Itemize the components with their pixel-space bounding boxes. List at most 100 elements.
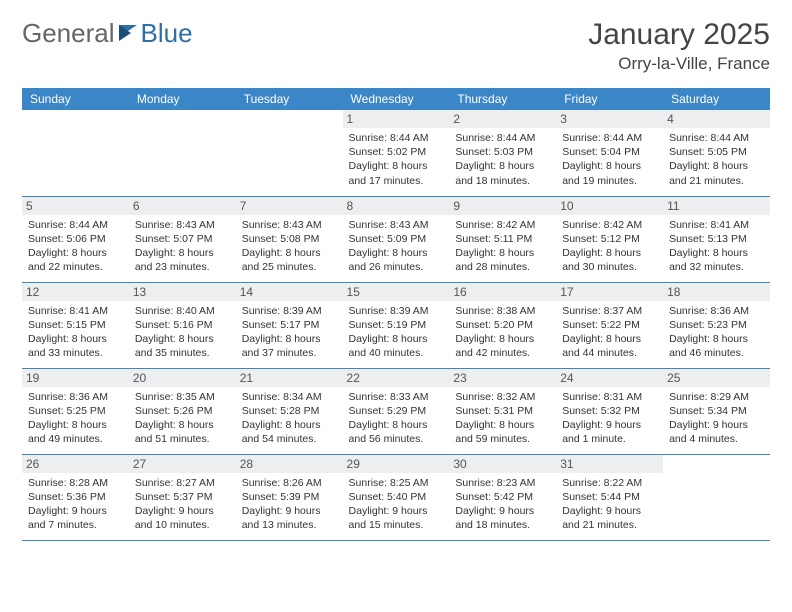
- daylight-text: Daylight: 8 hours and 17 minutes.: [349, 159, 444, 187]
- day-info: Sunrise: 8:23 AMSunset: 5:42 PMDaylight:…: [455, 476, 550, 533]
- weekday-header: Tuesday: [236, 88, 343, 110]
- day-info: Sunrise: 8:43 AMSunset: 5:07 PMDaylight:…: [135, 218, 230, 275]
- calendar-day-cell: 27 Sunrise: 8:27 AMSunset: 5:37 PMDayligh…: [129, 454, 236, 540]
- day-info: Sunrise: 8:42 AMSunset: 5:11 PMDaylight:…: [455, 218, 550, 275]
- sunrise-text: Sunrise: 8:29 AM: [669, 390, 764, 404]
- day-number: 26: [22, 455, 129, 473]
- day-info: Sunrise: 8:43 AMSunset: 5:09 PMDaylight:…: [349, 218, 444, 275]
- sunset-text: Sunset: 5:36 PM: [28, 490, 123, 504]
- weekday-header: Thursday: [449, 88, 556, 110]
- day-info: Sunrise: 8:36 AMSunset: 5:23 PMDaylight:…: [669, 304, 764, 361]
- weekday-header: Sunday: [22, 88, 129, 110]
- sunrise-text: Sunrise: 8:32 AM: [455, 390, 550, 404]
- day-number: 6: [129, 197, 236, 215]
- day-number: 11: [663, 197, 770, 215]
- day-info: Sunrise: 8:44 AMSunset: 5:05 PMDaylight:…: [669, 131, 764, 188]
- weekday-header: Friday: [556, 88, 663, 110]
- day-number: 18: [663, 283, 770, 301]
- sunrise-text: Sunrise: 8:38 AM: [455, 304, 550, 318]
- calendar-day-cell: 19Sunrise: 8:36 AMSunset: 5:25 PMDayligh…: [22, 368, 129, 454]
- calendar-week-row: 12Sunrise: 8:41 AMSunset: 5:15 PMDayligh…: [22, 282, 770, 368]
- day-info: Sunrise: 8:32 AMSunset: 5:31 PMDaylight:…: [455, 390, 550, 447]
- sunrise-text: Sunrise: 8:37 AM: [562, 304, 657, 318]
- calendar-day-cell: 1Sunrise: 8:44 AMSunset: 5:02 PMDaylight…: [343, 110, 450, 196]
- daylight-text: Daylight: 8 hours and 30 minutes.: [562, 246, 657, 274]
- day-number: 12: [22, 283, 129, 301]
- calendar-day-cell: 18 Sunrise: 8:36 AMSunset: 5:23 PMDayligh…: [663, 282, 770, 368]
- day-info: Sunrise: 8:43 AMSunset: 5:08 PMDaylight:…: [242, 218, 337, 275]
- daylight-text: Daylight: 9 hours and 7 minutes.: [28, 504, 123, 532]
- calendar-day-cell: [129, 110, 236, 196]
- sunrise-text: Sunrise: 8:43 AM: [135, 218, 230, 232]
- weekday-header: Monday: [129, 88, 236, 110]
- calendar-day-cell: [663, 454, 770, 540]
- daylight-text: Daylight: 8 hours and 26 minutes.: [349, 246, 444, 274]
- location: Orry-la-Ville, France: [588, 54, 770, 74]
- sunrise-text: Sunrise: 8:33 AM: [349, 390, 444, 404]
- day-number: 16: [449, 283, 556, 301]
- sunrise-text: Sunrise: 8:42 AM: [562, 218, 657, 232]
- day-number: 27: [129, 455, 236, 473]
- sunrise-text: Sunrise: 8:39 AM: [349, 304, 444, 318]
- day-info: Sunrise: 8:29 AMSunset: 5:34 PMDaylight:…: [669, 390, 764, 447]
- day-info: Sunrise: 8:44 AMSunset: 5:04 PMDaylight:…: [562, 131, 657, 188]
- sunset-text: Sunset: 5:12 PM: [562, 232, 657, 246]
- sunset-text: Sunset: 5:29 PM: [349, 404, 444, 418]
- day-number: 3: [556, 110, 663, 128]
- sunset-text: Sunset: 5:09 PM: [349, 232, 444, 246]
- day-info: Sunrise: 8:36 AMSunset: 5:25 PMDaylight:…: [28, 390, 123, 447]
- sunrise-text: Sunrise: 8:44 AM: [455, 131, 550, 145]
- sunset-text: Sunset: 5:44 PM: [562, 490, 657, 504]
- calendar-week-row: 1Sunrise: 8:44 AMSunset: 5:02 PMDaylight…: [22, 110, 770, 196]
- sunset-text: Sunset: 5:28 PM: [242, 404, 337, 418]
- day-info: Sunrise: 8:40 AMSunset: 5:16 PMDaylight:…: [135, 304, 230, 361]
- daylight-text: Daylight: 8 hours and 33 minutes.: [28, 332, 123, 360]
- day-info: Sunrise: 8:35 AMSunset: 5:26 PMDaylight:…: [135, 390, 230, 447]
- sunrise-text: Sunrise: 8:41 AM: [28, 304, 123, 318]
- calendar-day-cell: 30Sunrise: 8:23 AMSunset: 5:42 PMDayligh…: [449, 454, 556, 540]
- calendar-day-cell: 23Sunrise: 8:32 AMSunset: 5:31 PMDayligh…: [449, 368, 556, 454]
- day-info: Sunrise: 8:44 AMSunset: 5:03 PMDaylight:…: [455, 131, 550, 188]
- sunset-text: Sunset: 5:25 PM: [28, 404, 123, 418]
- sunset-text: Sunset: 5:02 PM: [349, 145, 444, 159]
- sunset-text: Sunset: 5:22 PM: [562, 318, 657, 332]
- day-number: 28: [236, 455, 343, 473]
- daylight-text: Daylight: 9 hours and 18 minutes.: [455, 504, 550, 532]
- daylight-text: Daylight: 8 hours and 54 minutes.: [242, 418, 337, 446]
- daylight-text: Daylight: 8 hours and 56 minutes.: [349, 418, 444, 446]
- day-number: 24: [556, 369, 663, 387]
- day-info: Sunrise: 8:39 AMSunset: 5:19 PMDaylight:…: [349, 304, 444, 361]
- sunset-text: Sunset: 5:03 PM: [455, 145, 550, 159]
- calendar-day-cell: 6 Sunrise: 8:43 AMSunset: 5:07 PMDaylight…: [129, 196, 236, 282]
- day-number: 9: [449, 197, 556, 215]
- calendar-day-cell: 8Sunrise: 8:43 AMSunset: 5:09 PMDaylight…: [343, 196, 450, 282]
- flag-icon: [117, 23, 139, 43]
- day-info: Sunrise: 8:42 AMSunset: 5:12 PMDaylight:…: [562, 218, 657, 275]
- calendar-day-cell: 5Sunrise: 8:44 AMSunset: 5:06 PMDaylight…: [22, 196, 129, 282]
- sunset-text: Sunset: 5:34 PM: [669, 404, 764, 418]
- daylight-text: Daylight: 8 hours and 49 minutes.: [28, 418, 123, 446]
- calendar-day-cell: [22, 110, 129, 196]
- calendar-day-cell: 16Sunrise: 8:38 AMSunset: 5:20 PMDayligh…: [449, 282, 556, 368]
- day-number: 29: [343, 455, 450, 473]
- sunrise-text: Sunrise: 8:40 AM: [135, 304, 230, 318]
- sunrise-text: Sunrise: 8:28 AM: [28, 476, 123, 490]
- calendar-day-cell: 24Sunrise: 8:31 AMSunset: 5:32 PMDayligh…: [556, 368, 663, 454]
- sunset-text: Sunset: 5:05 PM: [669, 145, 764, 159]
- calendar-day-cell: [236, 110, 343, 196]
- weekday-header: Saturday: [663, 88, 770, 110]
- sunrise-text: Sunrise: 8:44 AM: [349, 131, 444, 145]
- day-info: Sunrise: 8:33 AMSunset: 5:29 PMDaylight:…: [349, 390, 444, 447]
- sunset-text: Sunset: 5:39 PM: [242, 490, 337, 504]
- day-number: 5: [22, 197, 129, 215]
- sunrise-text: Sunrise: 8:44 AM: [562, 131, 657, 145]
- sunrise-text: Sunrise: 8:39 AM: [242, 304, 337, 318]
- day-number: 21: [236, 369, 343, 387]
- day-info: Sunrise: 8:27 AMSunset: 5:37 PMDaylight:…: [135, 476, 230, 533]
- calendar-day-cell: 21Sunrise: 8:34 AMSunset: 5:28 PMDayligh…: [236, 368, 343, 454]
- daylight-text: Daylight: 9 hours and 15 minutes.: [349, 504, 444, 532]
- brand-text-1: General: [22, 18, 115, 49]
- daylight-text: Daylight: 8 hours and 21 minutes.: [669, 159, 764, 187]
- calendar-day-cell: 26 Sunrise: 8:28 AMSunset: 5:36 PMDayligh…: [22, 454, 129, 540]
- daylight-text: Daylight: 8 hours and 44 minutes.: [562, 332, 657, 360]
